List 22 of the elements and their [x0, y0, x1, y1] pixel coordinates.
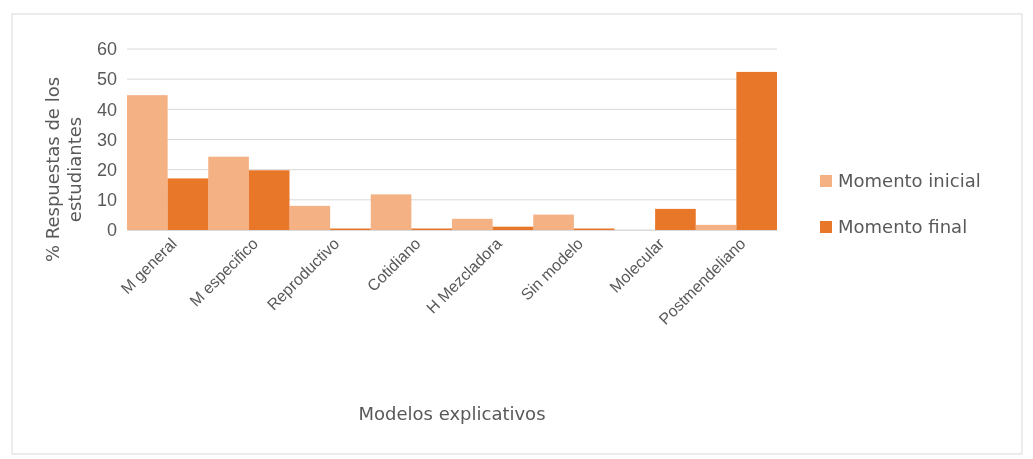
- bar: [127, 95, 168, 230]
- bar: [370, 194, 412, 230]
- y-tick-label: 10: [96, 190, 117, 211]
- y-tick-label: 40: [96, 99, 117, 120]
- legend-label: Momento inicial: [838, 170, 981, 191]
- y-tick-label: 60: [96, 39, 117, 60]
- y-tick-label: 0: [106, 220, 117, 241]
- bar: [655, 208, 696, 230]
- bar: [452, 218, 493, 230]
- bar: [248, 170, 290, 230]
- y-tick-label: 50: [96, 69, 117, 90]
- y-tick-label: 30: [96, 129, 117, 150]
- y-axis-title: % Respuestas de los estudiantes: [42, 76, 85, 263]
- bar: [533, 214, 574, 230]
- legend-label: Momento final: [838, 216, 968, 237]
- bar: [736, 71, 777, 230]
- bar: [289, 205, 331, 230]
- y-tick-label: 20: [96, 159, 117, 180]
- x-axis-title: Modelos explicativos: [358, 403, 546, 424]
- bar: [695, 224, 737, 230]
- bar: [208, 156, 249, 230]
- bar: [167, 178, 209, 230]
